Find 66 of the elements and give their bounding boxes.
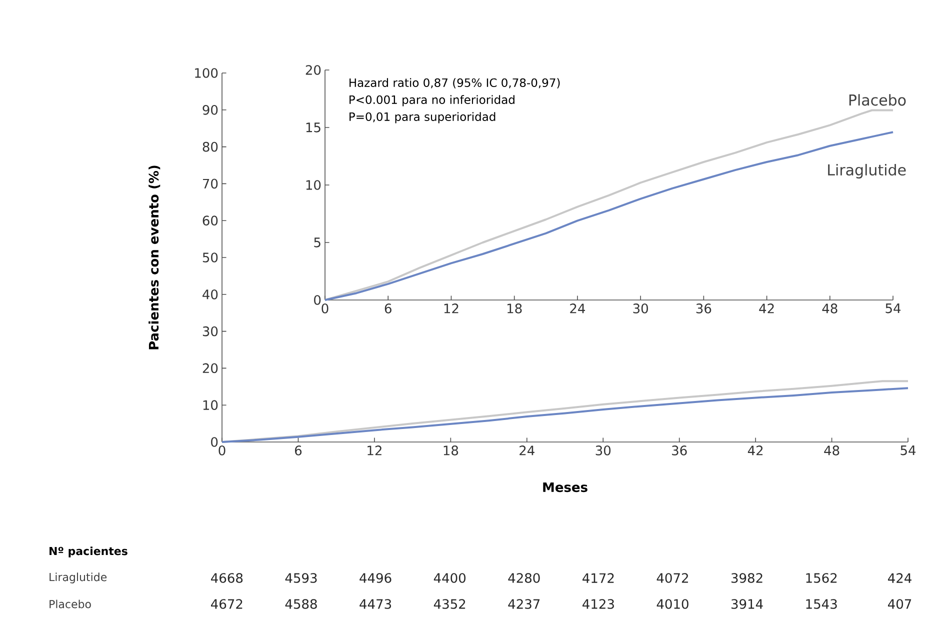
text: 424 (888, 573, 912, 583)
series-label: Liraglutide (828, 164, 906, 178)
y-tick-label: 70 (202, 178, 218, 189)
y-tick-label: 50 (202, 252, 218, 262)
text: 4123 (582, 599, 614, 609)
text: 3982 (731, 573, 762, 583)
x-tick-label: 36 (672, 446, 687, 456)
x-tick-label: 18 (444, 446, 458, 456)
x-tick-label: 54 (900, 446, 916, 456)
y-tick-label: 20 (306, 65, 321, 75)
x-tick-label: 18 (507, 304, 522, 314)
x-tick-label: 48 (822, 304, 838, 314)
x-tick-label: 36 (696, 304, 712, 314)
text: 4237 (508, 599, 540, 609)
text: 4496 (360, 573, 392, 583)
y-tick-label: 100 (195, 68, 218, 78)
text: Liraglutide (50, 572, 107, 584)
x-tick-label: 6 (295, 446, 302, 456)
text: Placebo (50, 600, 91, 608)
x-tick-label: 42 (759, 304, 774, 314)
y-tick-label: 80 (202, 142, 218, 152)
y-tick-label: 0 (314, 295, 321, 305)
x-tick-label: 30 (596, 446, 611, 456)
text: 4280 (508, 573, 540, 583)
x-tick-label: 54 (886, 304, 901, 314)
text: 4593 (285, 573, 317, 583)
x-tick-label: 12 (368, 446, 382, 456)
x-tick-label: 24 (520, 446, 534, 456)
text: 4400 (434, 573, 466, 583)
x-tick-label: 6 (384, 304, 392, 314)
y-tick-label: 5 (314, 238, 320, 248)
text: 4352 (434, 599, 466, 609)
x-axis-title: Meses (543, 482, 588, 492)
y-tick-label: 0 (211, 437, 218, 447)
x-tick-label: 12 (444, 304, 458, 314)
x-tick-label: 24 (570, 304, 585, 314)
annotation: Hazard ratio 0,87 (95% IC 0,78-0,97) (350, 78, 560, 88)
text: 4588 (285, 599, 317, 609)
y-tick-label: 15 (306, 122, 320, 132)
text: 4672 (211, 599, 242, 609)
y-tick-label: 20 (202, 363, 218, 374)
y-tick-label: 10 (203, 400, 218, 410)
x-tick-label: 0 (218, 446, 226, 456)
x-tick-label: 42 (748, 446, 763, 456)
text: 407 (888, 599, 912, 609)
text: 3914 (731, 599, 763, 609)
text: 4473 (360, 599, 392, 609)
text: 4010 (656, 599, 688, 609)
y-tick-label: 10 (306, 180, 321, 190)
text: 1543 (806, 599, 837, 609)
y-tick-label: 40 (202, 289, 218, 300)
text: 4172 (582, 573, 614, 583)
text: 4072 (656, 573, 688, 583)
text: Nº pacientes (50, 546, 128, 558)
series-label: Placebo (849, 94, 906, 106)
y-tick-label: 30 (202, 326, 218, 336)
y-tick-label: 90 (202, 104, 218, 115)
x-tick-label: 30 (633, 304, 648, 314)
annotation: P=0,01 para superioridad (350, 112, 496, 124)
y-axis-title: Pacientes con evento (%) (148, 166, 160, 350)
annotation: P<0.001 para no inferioridad (350, 95, 514, 106)
x-tick-label: 0 (322, 304, 328, 314)
text: 1562 (806, 573, 837, 583)
y-tick-label: 60 (202, 216, 218, 226)
text: 4668 (211, 573, 243, 583)
x-tick-label: 48 (824, 446, 840, 456)
